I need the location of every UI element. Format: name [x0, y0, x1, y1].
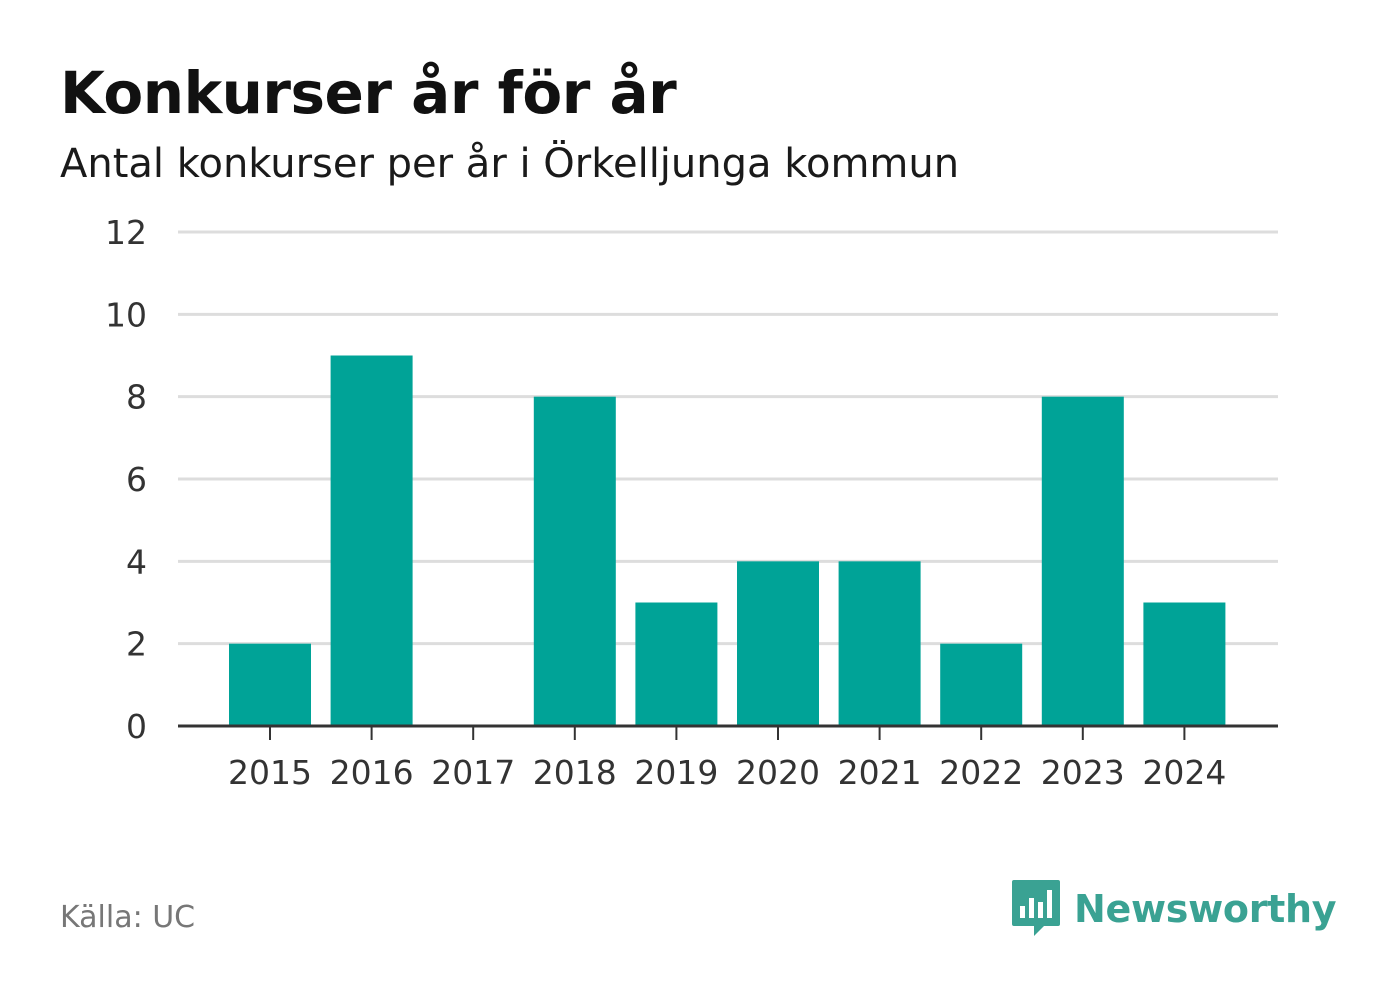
bar-2016 [330, 355, 413, 726]
y-tick-label: 12 [105, 213, 147, 252]
x-tick-label: 2022 [939, 753, 1023, 792]
x-tick-label: 2020 [736, 753, 820, 792]
x-tick-label: 2015 [228, 753, 312, 792]
x-tick-label: 2021 [838, 753, 922, 792]
bar-2022 [940, 643, 1023, 726]
y-tick-label: 2 [126, 625, 147, 664]
chart-subtitle: Antal konkurser per år i Örkelljunga kom… [60, 141, 960, 187]
y-tick-label: 6 [126, 460, 147, 499]
bars [229, 355, 1226, 726]
bar-2019 [635, 602, 718, 726]
newsworthy-logo: Newsworthy [1010, 878, 1337, 940]
x-tick-label: 2023 [1041, 753, 1125, 792]
x-tick-label: 2019 [634, 753, 718, 792]
bar-2018 [533, 396, 616, 726]
axes: 0 2 4 6 8 10 12 2015 2016 2017 2018 2019 2020 2021 202… [105, 213, 1278, 792]
y-tick-label: 4 [126, 542, 147, 581]
newsworthy-logo-text: Newsworthy [1074, 887, 1337, 931]
chart-title: Konkurser år för år [60, 59, 677, 127]
bar-2021 [838, 561, 921, 726]
bar-2015 [229, 643, 311, 726]
newsworthy-logo-icon [1012, 880, 1060, 936]
bar-2020 [737, 561, 819, 726]
y-tick-label: 10 [105, 295, 147, 334]
y-tick-label: 0 [126, 707, 147, 746]
x-tick-label: 2016 [330, 753, 414, 792]
y-tick-label: 8 [126, 378, 147, 417]
bar-2024 [1143, 602, 1226, 726]
bar-2023 [1041, 396, 1124, 726]
x-tick-label: 2018 [533, 753, 617, 792]
x-tick-label: 2017 [431, 753, 515, 792]
x-tick-label: 2024 [1142, 753, 1226, 792]
source-label: Källa: UC [60, 900, 196, 935]
